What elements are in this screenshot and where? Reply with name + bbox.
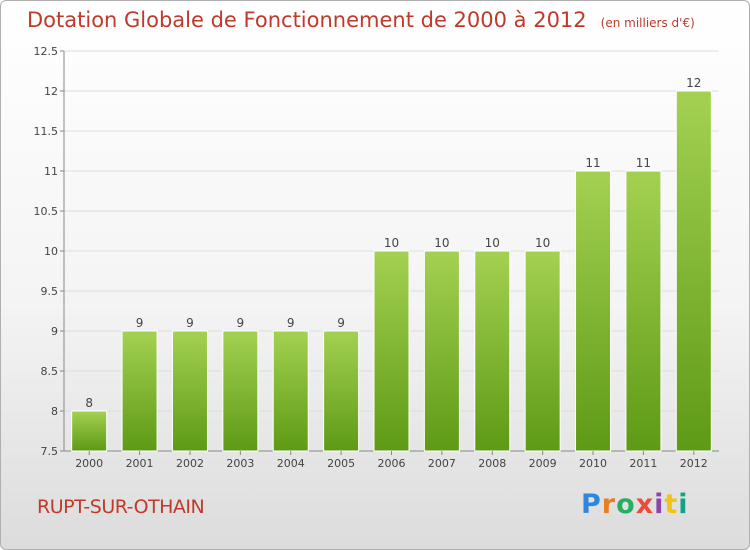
data-label: 12: [686, 76, 701, 90]
bar-2001: [121, 330, 158, 452]
x-tick-label: 2008: [478, 457, 506, 470]
y-tick-label: 9.5: [41, 285, 59, 298]
y-tick-label: 12: [44, 85, 58, 98]
bars: [71, 90, 712, 452]
data-labels: 8 9 9 9 9 9 10 10 10 10 11 11 12: [85, 76, 701, 410]
x-tick-label: 2006: [378, 457, 406, 470]
y-tick-label: 9: [51, 325, 58, 338]
y-tick-label: 10.5: [34, 205, 59, 218]
x-tick-label: 2005: [327, 457, 355, 470]
x-tick-label: 2001: [126, 457, 154, 470]
data-label: 11: [636, 156, 651, 170]
x-tick-labels: 2000 2001 2002 2003 2004 2005 2006 2007 2008 2009…: [75, 451, 708, 470]
bar-2004: [272, 330, 309, 452]
bar-2000: [71, 410, 108, 452]
data-label: 9: [337, 316, 345, 330]
data-label: 8: [85, 396, 93, 410]
chart-unit: (en milliers d'€): [600, 16, 695, 30]
commune-name: RUPT-SUR-OTHAIN: [37, 496, 205, 518]
x-tick-label: 2009: [529, 457, 557, 470]
bar-2011: [625, 170, 662, 452]
x-tick-label: 2003: [226, 457, 254, 470]
y-tick-label: 7.5: [41, 445, 59, 458]
data-label: 10: [485, 236, 500, 250]
y-tick-label: 8: [51, 405, 58, 418]
bar-2002: [171, 330, 208, 452]
x-tick-label: 2004: [277, 457, 305, 470]
x-tick-label: 2007: [428, 457, 456, 470]
x-tick-label: 2011: [629, 457, 657, 470]
y-tick-labels: 7.5 8 8.5 9 9.5 10 10.5 11 11.5 12 12.5: [34, 45, 59, 458]
y-tick-label: 8.5: [41, 365, 59, 378]
x-tick-label: 2000: [75, 457, 103, 470]
x-tick-label: 2002: [176, 457, 204, 470]
data-label: 11: [585, 156, 600, 170]
data-label: 9: [136, 316, 144, 330]
data-label: 9: [186, 316, 194, 330]
data-label: 9: [237, 316, 245, 330]
bar-2008: [474, 250, 511, 452]
x-tick-label: 2010: [579, 457, 607, 470]
bar-2003: [222, 330, 259, 452]
data-label: 10: [434, 236, 449, 250]
bar-2005: [323, 330, 360, 452]
y-tick-label: 11.5: [34, 125, 59, 138]
data-label: 10: [384, 236, 399, 250]
y-tick-label: 11: [44, 165, 58, 178]
bar-2007: [423, 250, 460, 452]
data-label: 10: [535, 236, 550, 250]
data-label: 9: [287, 316, 295, 330]
x-tick-label: 2012: [680, 457, 708, 470]
bar-2012: [675, 90, 712, 452]
proxiti-logo: Proxiti: [581, 489, 689, 520]
y-tick-label: 10: [44, 245, 58, 258]
bar-2010: [575, 170, 612, 452]
bar-2006: [373, 250, 410, 452]
y-tick-label: 12.5: [34, 45, 59, 58]
bar-2009: [524, 250, 561, 452]
chart-title-text: Dotation Globale de Fonctionnement de 20…: [27, 8, 587, 32]
chart-title: Dotation Globale de Fonctionnement de 20…: [27, 8, 695, 32]
